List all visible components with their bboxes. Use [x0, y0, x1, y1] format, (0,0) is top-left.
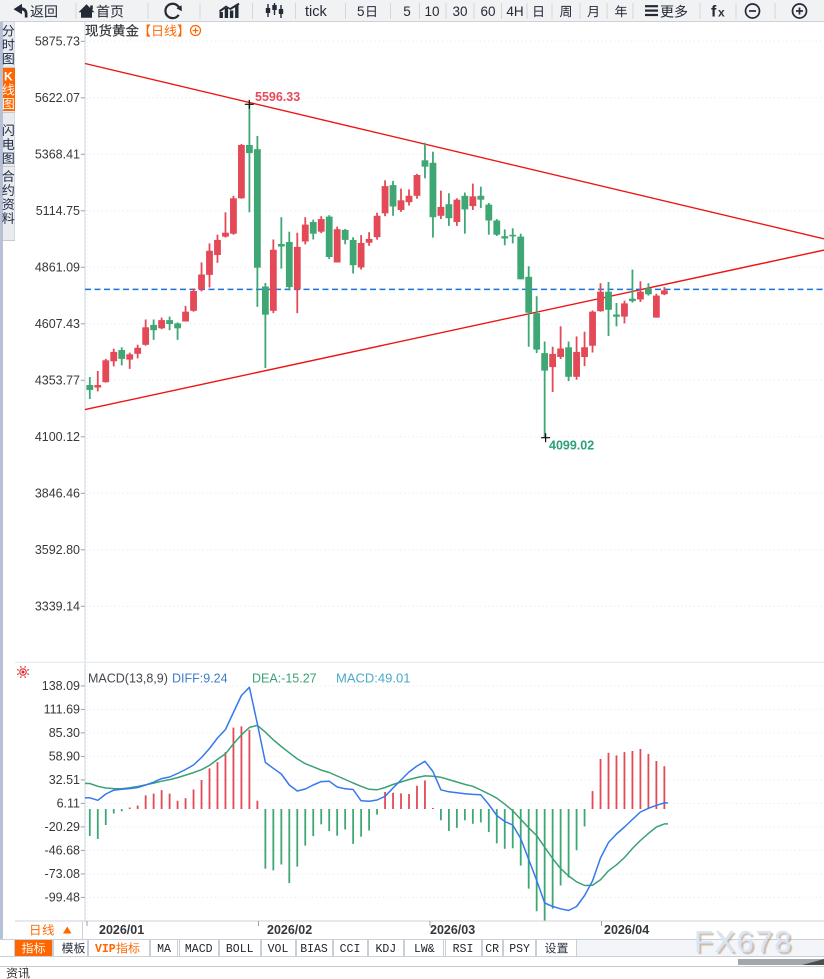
- svg-text:-46.68: -46.68: [45, 843, 80, 857]
- svg-text:4H: 4H: [506, 4, 523, 19]
- svg-text:LW&: LW&: [414, 943, 435, 956]
- svg-text:2026/02: 2026/02: [267, 923, 312, 937]
- svg-text:5596.33: 5596.33: [255, 90, 300, 104]
- svg-text:32.51: 32.51: [49, 773, 80, 787]
- svg-text:BIAS: BIAS: [300, 943, 328, 956]
- svg-text:5: 5: [403, 4, 411, 19]
- svg-text:5622.07: 5622.07: [35, 91, 80, 105]
- svg-text:10: 10: [424, 4, 439, 19]
- svg-text:PSY: PSY: [509, 943, 530, 956]
- svg-text:MACD:49.01: MACD:49.01: [336, 671, 410, 686]
- svg-text:CCI: CCI: [340, 943, 361, 956]
- svg-text:tick: tick: [305, 4, 328, 20]
- svg-text:4607.43: 4607.43: [35, 317, 80, 331]
- svg-text:6.11: 6.11: [57, 796, 80, 810]
- svg-text:58.90: 58.90: [49, 749, 80, 763]
- svg-text:5875.73: 5875.73: [35, 34, 80, 48]
- svg-text:DEA:-15.27: DEA:-15.27: [252, 672, 317, 686]
- svg-text:3592.80: 3592.80: [35, 543, 80, 557]
- svg-text:85.30: 85.30: [49, 726, 80, 740]
- svg-text:4861.09: 4861.09: [35, 260, 80, 274]
- svg-text:-20.29: -20.29: [45, 820, 80, 834]
- svg-text:KDJ: KDJ: [375, 943, 396, 956]
- svg-text:4353.77: 4353.77: [35, 373, 80, 387]
- svg-text:4099.02: 4099.02: [549, 439, 594, 453]
- svg-text:3846.46: 3846.46: [35, 486, 80, 500]
- svg-text:VIP: VIP: [95, 943, 116, 956]
- svg-text:-73.08: -73.08: [45, 867, 80, 881]
- svg-text:2026/04: 2026/04: [604, 923, 649, 937]
- svg-text:30: 30: [452, 4, 467, 19]
- svg-text:-99.48: -99.48: [45, 890, 80, 904]
- svg-text:138.09: 138.09: [42, 679, 80, 693]
- svg-text:60: 60: [480, 4, 495, 19]
- svg-text:111.69: 111.69: [44, 702, 80, 716]
- svg-text:MA: MA: [157, 943, 171, 956]
- svg-text:BOLL: BOLL: [226, 943, 254, 956]
- svg-text:DIFF:9.24: DIFF:9.24: [172, 672, 228, 686]
- svg-text:2026/03: 2026/03: [430, 923, 475, 937]
- svg-text:5114.75: 5114.75: [36, 204, 80, 218]
- svg-text:MACD(13,8,9): MACD(13,8,9): [88, 672, 168, 686]
- svg-text:3339.14: 3339.14: [35, 599, 80, 613]
- svg-text:K: K: [4, 70, 13, 84]
- svg-text:5: 5: [357, 4, 365, 19]
- svg-text:CR: CR: [485, 943, 499, 956]
- svg-text:4100.12: 4100.12: [35, 430, 80, 444]
- svg-text:VOL: VOL: [268, 943, 289, 956]
- svg-text:2026/01: 2026/01: [99, 923, 144, 937]
- svg-text:5368.41: 5368.41: [35, 147, 80, 161]
- svg-text:x: x: [718, 6, 725, 20]
- svg-text:RSI: RSI: [453, 943, 474, 956]
- svg-text:f: f: [711, 4, 717, 21]
- svg-text:MACD: MACD: [185, 943, 213, 956]
